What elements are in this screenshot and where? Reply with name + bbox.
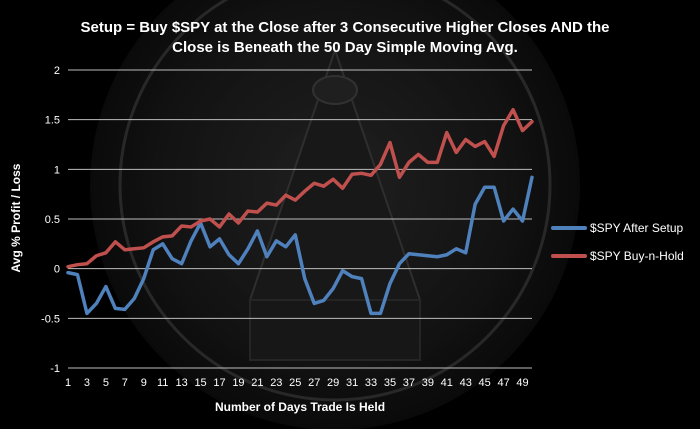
currency-seal-watermark [90, 0, 580, 429]
x-tick-label: 3 [84, 377, 90, 389]
x-tick-label: 19 [232, 377, 244, 389]
y-tick-label: 1 [54, 164, 60, 176]
x-tick-label: 17 [213, 377, 225, 389]
x-tick-label: 43 [460, 377, 472, 389]
x-tick-label: 23 [270, 377, 282, 389]
x-tick-label: 47 [497, 377, 509, 389]
legend-label: $SPY After Setup [590, 221, 684, 235]
x-tick-label: 39 [422, 377, 434, 389]
x-tick-label: 33 [365, 377, 377, 389]
legend: $SPY After Setup $SPY Buy-n-Hold [551, 221, 684, 263]
x-tick-label: 45 [479, 377, 491, 389]
y-tick-label: 1.5 [45, 115, 60, 127]
x-tick-label: 41 [441, 377, 453, 389]
x-tick-label: 13 [176, 377, 188, 389]
legend-label: $SPY Buy-n-Hold [590, 249, 684, 263]
x-tick-label: 29 [327, 377, 339, 389]
series-line-spy-after-setup [66, 175, 534, 316]
x-axis-label: Number of Days Trade Is Held [215, 400, 385, 414]
x-tick-label: 25 [289, 377, 301, 389]
x-tick-label: 5 [103, 377, 109, 389]
x-tick-label: 9 [141, 377, 147, 389]
x-tick-label: 7 [122, 377, 128, 389]
legend-item-spy-after-setup: $SPY After Setup [551, 221, 684, 235]
y-tick-label: 2 [54, 65, 60, 77]
x-tick-label: 27 [308, 377, 320, 389]
y-tick-label: 0 [54, 264, 60, 276]
x-tick-label: 35 [384, 377, 396, 389]
chart-title-line2: Close is Beneath the 50 Day Simple Movin… [172, 39, 518, 56]
legend-item-spy-buy-n-hold: $SPY Buy-n-Hold [551, 249, 684, 263]
y-tick-label: -1 [50, 363, 60, 375]
x-tick-label: 21 [251, 377, 263, 389]
x-tick-label: 31 [346, 377, 358, 389]
y-tick-label: -0.5 [41, 313, 60, 325]
x-tick-label: 49 [516, 377, 528, 389]
y-axis-label: Avg % Profit / Loss [9, 163, 23, 272]
x-tick-label: 1 [65, 377, 71, 389]
x-tick-label: 11 [157, 377, 168, 389]
x-tick-label: 15 [194, 377, 206, 389]
y-tick-label: 0.5 [45, 214, 60, 226]
chart-title-line1: Setup = Buy $SPY at the Close after 3 Co… [81, 19, 610, 36]
x-tick-label: 37 [403, 377, 415, 389]
series-line-spy-buy-n-hold [66, 107, 534, 269]
